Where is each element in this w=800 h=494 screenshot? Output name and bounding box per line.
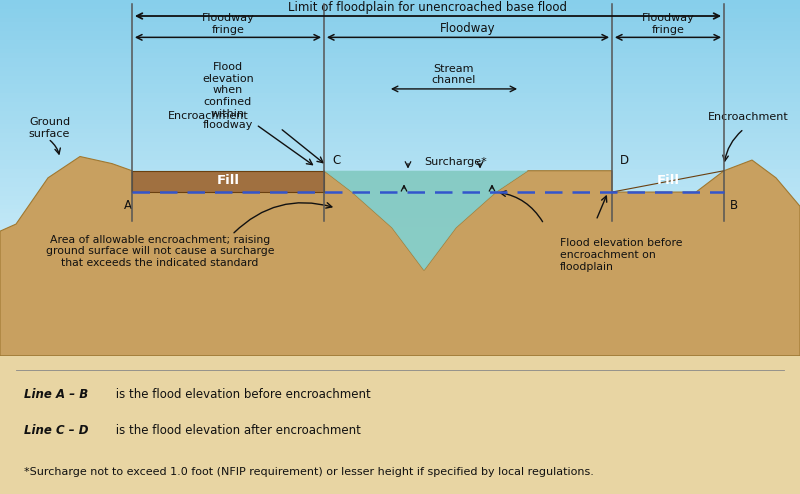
Text: Flood
elevation
when
confined
within
floodway: Flood elevation when confined within flo… — [202, 62, 254, 130]
Text: is the flood elevation before encroachment: is the flood elevation before encroachme… — [112, 388, 370, 401]
Polygon shape — [612, 171, 724, 192]
Polygon shape — [132, 171, 324, 192]
Text: Area of allowable encroachment; raising
ground surface will not cause a surcharg: Area of allowable encroachment; raising … — [46, 235, 274, 268]
Text: Flood elevation before
encroachment on
floodplain: Flood elevation before encroachment on f… — [560, 238, 682, 272]
Text: Limit of floodplain for unencroached base flood: Limit of floodplain for unencroached bas… — [289, 1, 567, 14]
Text: C: C — [332, 154, 340, 167]
Text: Floodway: Floodway — [440, 22, 496, 35]
Text: Floodway
fringe: Floodway fringe — [202, 13, 254, 35]
Text: Surcharge*: Surcharge* — [425, 157, 487, 167]
Text: D: D — [620, 154, 629, 167]
Text: Fill: Fill — [217, 174, 239, 187]
Text: Fill: Fill — [657, 174, 679, 187]
Text: Line C – D: Line C – D — [24, 424, 89, 437]
Text: A: A — [124, 199, 132, 212]
Text: Ground
surface: Ground surface — [29, 117, 70, 139]
Text: Stream
channel: Stream channel — [432, 64, 476, 85]
Polygon shape — [324, 171, 612, 270]
Text: Encroachment: Encroachment — [168, 111, 248, 121]
Text: B: B — [730, 199, 738, 212]
Polygon shape — [0, 157, 800, 356]
Text: Line A – B: Line A – B — [24, 388, 88, 401]
Text: Encroachment: Encroachment — [708, 112, 788, 123]
Text: *Surcharge not to exceed 1.0 foot (NFIP requirement) or lesser height if specifi: *Surcharge not to exceed 1.0 foot (NFIP … — [24, 467, 594, 477]
Text: Floodway
fringe: Floodway fringe — [642, 13, 694, 35]
Text: is the flood elevation after encroachment: is the flood elevation after encroachmen… — [112, 424, 361, 437]
